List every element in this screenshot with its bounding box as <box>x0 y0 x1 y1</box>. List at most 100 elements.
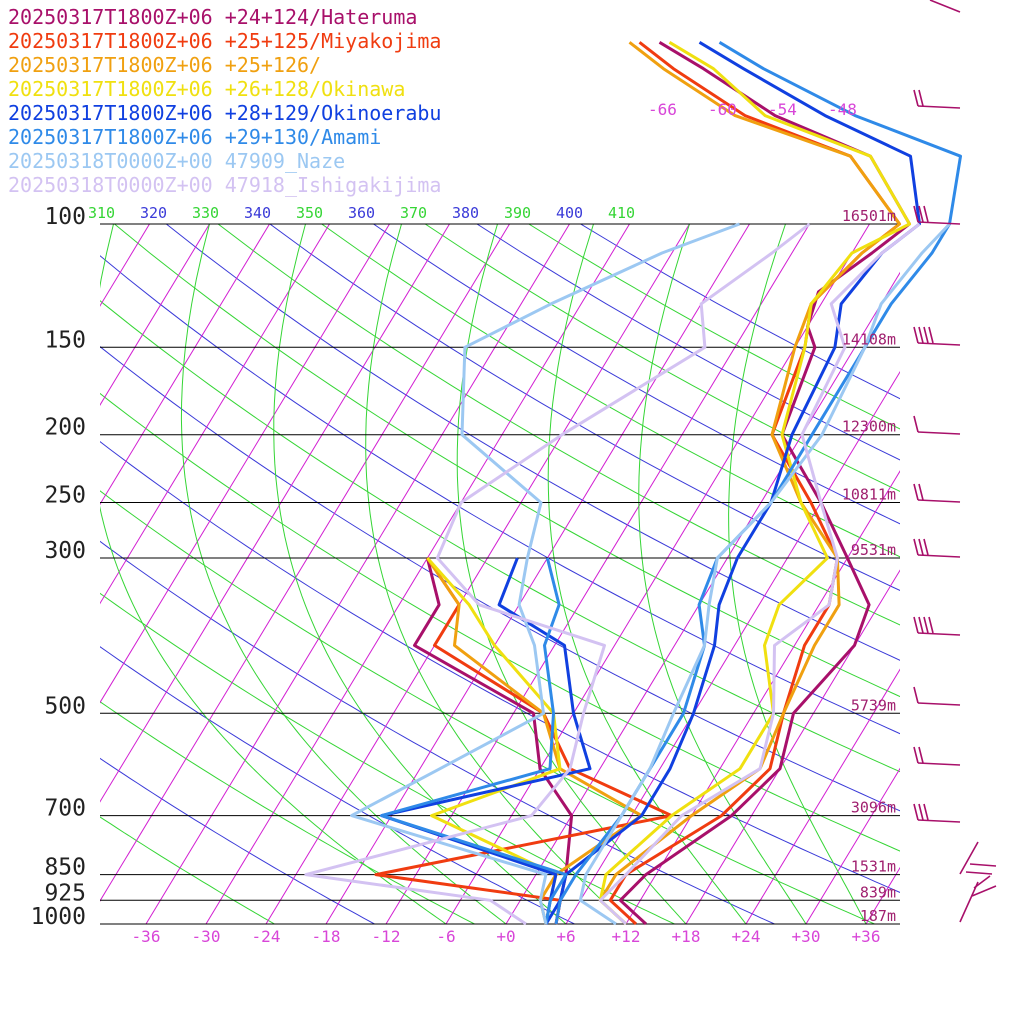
temperature-line <box>598 41 911 926</box>
dry-adiabat-line <box>100 255 900 735</box>
wind-barb <box>913 89 961 109</box>
dry-adiabat-line <box>165 224 900 661</box>
isotherm-line <box>145 224 570 924</box>
sounding-series <box>304 41 962 926</box>
pressure-label: 700 <box>44 796 86 822</box>
legend-entry: 20250317T1800Z+06 +28+129/Okinoerabu <box>8 101 441 125</box>
theta-label: 410 <box>608 204 635 222</box>
upper-temp-label: -60 <box>708 100 737 119</box>
wind-barb <box>913 326 961 346</box>
temperature-tick: +6 <box>556 927 575 946</box>
isotherm-line <box>685 569 900 924</box>
temperature-tick: +36 <box>852 927 881 946</box>
isotherm-line <box>0 224 30 924</box>
legend-entry: 20250318T0000Z+00 47909_Naze <box>8 149 345 173</box>
isotherm-line <box>325 224 750 924</box>
wind-barb <box>913 803 961 823</box>
height-label: 14108m <box>842 330 896 348</box>
wind-barb <box>913 686 961 706</box>
wind-barb <box>913 205 961 225</box>
dewpoint-line <box>426 557 644 925</box>
theta-label: 310 <box>88 204 115 222</box>
isotherm-line <box>100 224 450 803</box>
dry-adiabat-line <box>424 224 900 493</box>
isotherm-line <box>565 370 900 924</box>
height-label: 3096m <box>851 799 896 817</box>
dry-adiabat-line <box>100 757 376 924</box>
theta-label: 380 <box>452 204 479 222</box>
dry-adiabat-line <box>100 300 900 773</box>
theta-label: 340 <box>244 204 271 222</box>
isotherm-line <box>265 224 690 924</box>
moist-adiabat-line <box>365 224 627 924</box>
dry-adiabat-line <box>373 224 900 525</box>
height-label: 12300m <box>842 418 896 436</box>
isotherm-line <box>505 271 900 924</box>
theta-label: 320 <box>140 204 167 222</box>
pressure-label: 150 <box>44 327 86 353</box>
legend-entry: 20250318T0000Z+00 47918_Ishigakijima <box>8 173 441 197</box>
legend: 20250317T1800Z+06 +24+124/Hateruma202503… <box>8 5 441 197</box>
isotherm-line <box>926 224 1024 924</box>
isobars <box>100 223 900 925</box>
wind-barb <box>913 415 961 435</box>
dewpoint-line <box>380 557 568 925</box>
dry-adiabat-line <box>114 224 900 698</box>
dry-adiabat-line <box>100 392 900 852</box>
wind-barbs <box>913 0 997 923</box>
pressure-label: 300 <box>44 538 86 564</box>
temperature-line <box>578 222 951 926</box>
temperature-tick: +12 <box>612 927 641 946</box>
legend-entry: 20250317T1800Z+06 +29+130/Amami <box>8 125 381 149</box>
theta-label: 330 <box>192 204 219 222</box>
upper-temp-label: -54 <box>768 100 797 119</box>
isotherm-line <box>100 224 210 406</box>
isotherm-line <box>805 767 900 924</box>
pressure-label: 850 <box>44 855 86 881</box>
temperature-tick: -36 <box>132 927 161 946</box>
dewpoint-line <box>350 222 741 925</box>
theta-label: 390 <box>504 204 531 222</box>
height-label: 10811m <box>842 486 896 504</box>
theta-label: 360 <box>348 204 375 222</box>
upper-temp-label: -48 <box>828 100 857 119</box>
dry-adiabat-line <box>100 646 576 924</box>
wind-barb <box>913 746 961 766</box>
isotherm-line <box>100 224 270 506</box>
dry-adiabat-line <box>528 224 900 430</box>
dewpoint-line <box>304 222 811 926</box>
isotherm-line <box>385 224 810 924</box>
temperature-tick: -24 <box>252 927 281 946</box>
wind-barb <box>929 0 961 13</box>
moist-adiabat-line <box>180 224 507 924</box>
pressure-label: 100 <box>44 204 86 230</box>
theta-label: 370 <box>400 204 427 222</box>
temperature-line <box>598 222 921 926</box>
temperature-tick: -6 <box>436 927 455 946</box>
pressure-label: 500 <box>44 693 86 719</box>
temperature-tick: +30 <box>792 927 821 946</box>
temperature-line <box>618 41 911 926</box>
isotherm-line <box>745 668 900 924</box>
dry-adiabat-line <box>100 816 276 924</box>
wind-barb <box>913 538 961 558</box>
height-label: 9531m <box>851 541 896 559</box>
isotherm-line <box>865 866 900 924</box>
wind-barb <box>913 483 961 503</box>
temperature-tick: +24 <box>732 927 761 946</box>
pressure-label: 925 <box>44 880 86 906</box>
legend-entry: 20250317T1800Z+06 +26+128/Okinawa <box>8 77 405 101</box>
dry-adiabat-line <box>476 224 900 461</box>
theta-label: 350 <box>296 204 323 222</box>
dewpoint-line <box>380 557 592 925</box>
temperature-tick: -12 <box>372 927 401 946</box>
height-label: 16501m <box>842 207 896 225</box>
pressure-label: 1000 <box>31 904 86 930</box>
dry-adiabat-line <box>100 540 776 924</box>
wind-barb <box>913 616 961 636</box>
legend-entry: 20250317T1800Z+06 +25+125/Miyakojima <box>8 29 441 53</box>
isotherm-line <box>986 224 1024 924</box>
dry-adiabat-line <box>217 224 900 626</box>
